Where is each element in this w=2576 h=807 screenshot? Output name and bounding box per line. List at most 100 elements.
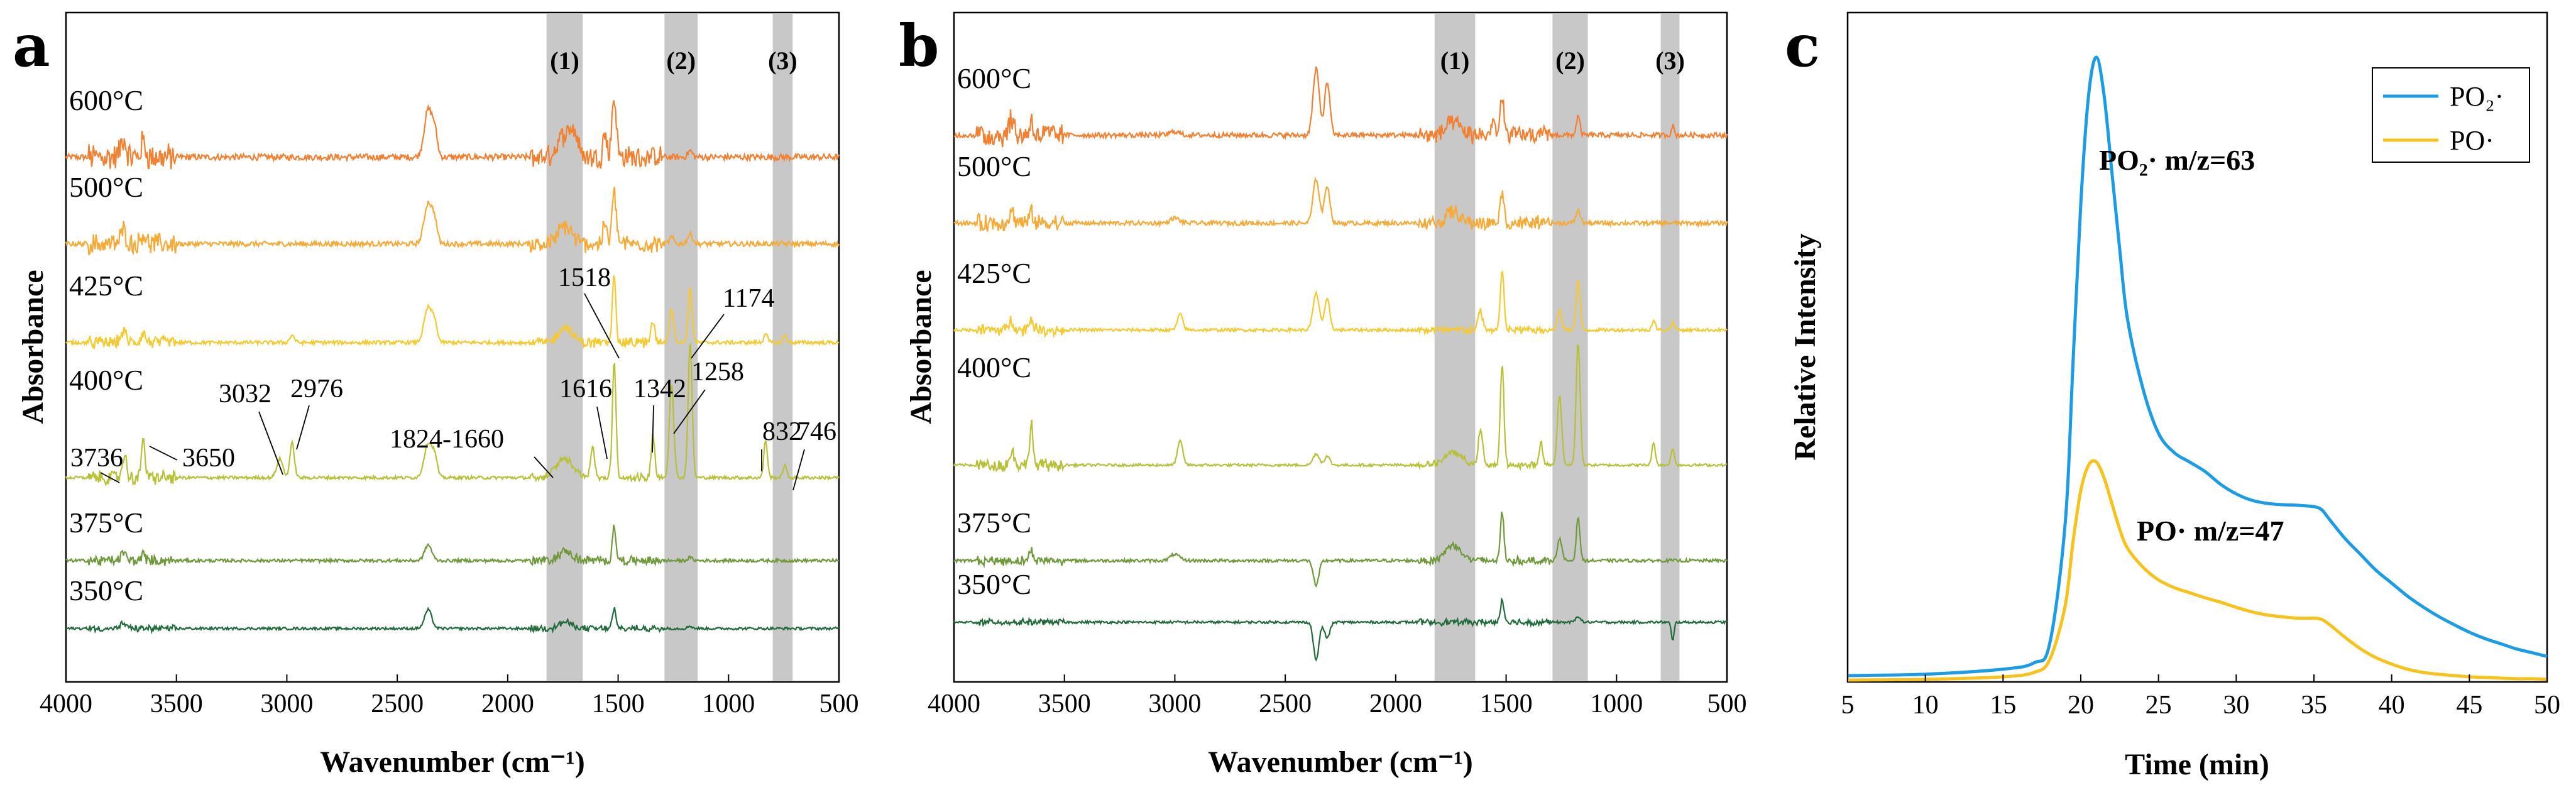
band-3	[1660, 14, 1680, 681]
band-1	[1434, 14, 1476, 681]
panel-letter-a: a	[13, 12, 50, 80]
panel-letter-c: c	[1785, 12, 1820, 80]
legend-label-po: PO·	[2450, 125, 2494, 156]
x-tick-label: 2500	[371, 689, 424, 718]
band-label-3: (3)	[1655, 47, 1685, 75]
x-tick-label: 500	[819, 689, 859, 718]
band-group-b: (1) (2) (3)	[1434, 14, 1685, 681]
panel-b: b (1) (2) (3) 600°C 500°C 425°C 400°C 375°C 350…	[899, 11, 1747, 779]
legend-label-po2: PO₂·	[2450, 81, 2504, 112]
legend-box	[2372, 67, 2530, 163]
x-tick-label: 30	[2223, 691, 2249, 720]
peak-labels-a: 3736 3650 3032 2976 1824-1660 1616 1518 1342125…	[70, 263, 836, 491]
temp-label-500: 500°C	[69, 171, 143, 203]
plot-frame-c	[1846, 11, 2548, 683]
x-tick-label: 2000	[1369, 689, 1422, 718]
annotation-po2: PO₂· m/z=63	[2099, 144, 2255, 176]
temp-label-600: 600°C	[69, 84, 143, 116]
x-ticks-a: 4000 3500 3000 2500 2000 1500 1000 500	[40, 674, 859, 718]
x-tick-label: 1500	[592, 689, 645, 718]
y-axis-title-a: Absorbance	[16, 270, 50, 424]
temp-label-425: 425°C	[957, 257, 1031, 289]
annotation-po: PO· m/z=47	[2137, 515, 2284, 547]
spectrum-600c	[953, 66, 1728, 148]
x-tick-label: 3000	[260, 689, 313, 718]
peak-leader-1824-1660	[534, 456, 554, 478]
x-tick-label: 1000	[702, 689, 755, 718]
peak-leader-1258	[673, 389, 706, 434]
peak-label-2976: 2976	[290, 375, 343, 404]
x-tick-label: 25	[2146, 691, 2172, 720]
legend: PO₂· PO·	[2372, 67, 2530, 163]
x-tick-label: 40	[2379, 691, 2405, 720]
peak-label-746: 746	[797, 417, 836, 446]
spectrum-600c	[65, 100, 840, 170]
temp-label-350: 350°C	[69, 574, 143, 607]
temperature-labels-b: 600°C 500°C 425°C 400°C 375°C 350°C	[957, 62, 1031, 600]
x-tick-label: 3500	[1038, 689, 1091, 718]
band-label-1: (1)	[1440, 47, 1470, 75]
temp-label-600: 600°C	[957, 62, 1031, 94]
x-ticks-b: 4000 3500 3000 2500 2000 1500 1000 500	[928, 674, 1747, 718]
peak-label-1342: 1342	[633, 375, 686, 404]
band-2	[664, 14, 698, 681]
y-axis-title-c: Relative Intensity	[1789, 233, 1822, 460]
temp-label-375: 375°C	[69, 507, 143, 539]
plot-frame-a	[65, 11, 840, 683]
spectrum-500c	[953, 176, 1728, 232]
peak-label-3736: 3736	[70, 444, 123, 473]
peak-leader-1174	[691, 314, 725, 359]
trace-group-c	[1847, 55, 2548, 682]
x-tick-label: 35	[2301, 691, 2327, 720]
spectrum-350c	[953, 597, 1728, 662]
x-tick-label: 5	[1841, 691, 1855, 720]
x-tick-label: 15	[1990, 691, 2016, 720]
band-1	[546, 14, 583, 681]
temp-label-350: 350°C	[957, 568, 1031, 600]
spectrum-425c	[953, 270, 1728, 339]
peak-leader-1342	[652, 405, 654, 453]
x-tick-label: 20	[2068, 691, 2094, 720]
temp-label-400: 400°C	[957, 351, 1031, 383]
peak-leader-3736	[100, 472, 120, 483]
peak-leader-1518	[584, 293, 620, 359]
peak-label-1616: 1616	[559, 375, 612, 404]
x-tick-label: 4000	[928, 689, 980, 718]
peak-label-3032: 3032	[219, 380, 271, 409]
temp-label-425: 425°C	[69, 270, 143, 302]
peak-leader-2976	[296, 405, 310, 450]
peak-label-1824-1660: 1824-1660	[390, 425, 504, 454]
temp-label-500: 500°C	[957, 150, 1031, 182]
x-axis-title-b: Wavenumber (cm⁻¹)	[1208, 745, 1472, 779]
x-axis-title-c: Time (min)	[2125, 748, 2269, 781]
x-tick-label: 3500	[150, 689, 203, 718]
y-axis-title-b: Absorbance	[904, 270, 938, 424]
band-label-2: (2)	[1555, 47, 1585, 75]
spectrum-400c	[65, 341, 840, 486]
temperature-labels-a: 600°C 500°C 425°C 400°C 375°C 350°C	[69, 84, 143, 607]
panel-letter-b: b	[899, 12, 939, 80]
spectrum-425c	[65, 275, 840, 349]
band-2	[1552, 14, 1588, 681]
x-tick-label: 45	[2456, 691, 2482, 720]
peak-label-1518: 1518	[558, 263, 611, 292]
peak-label-3650: 3650	[182, 444, 235, 473]
x-tick-label: 1000	[1590, 689, 1643, 718]
spectrum-400c	[953, 344, 1728, 473]
band-group-a: (1) (2) (3)	[546, 14, 797, 681]
trace-group-a	[65, 100, 840, 635]
x-tick-label: 1500	[1480, 689, 1533, 718]
band-label-2: (2)	[666, 47, 696, 75]
spectrum-500c	[65, 186, 840, 256]
peak-leader-3650	[149, 446, 178, 461]
x-tick-label: 10	[1912, 691, 1939, 720]
plot-frame-b	[953, 11, 1728, 683]
x-tick-label: 500	[1707, 689, 1747, 718]
band-3	[772, 14, 793, 681]
panel-a: a (1) (2) (3) 600°C 500°C 425°C 400°C 375°C 350…	[13, 11, 859, 779]
peak-label-832: 832	[762, 417, 802, 446]
x-tick-label: 2000	[481, 689, 534, 718]
peak-label-1258: 1258	[691, 358, 744, 387]
panel-c: c 5 10 15 20 25 30 35 40 45 50 PO₂· m/z=63 PO· m/…	[1785, 11, 2560, 781]
